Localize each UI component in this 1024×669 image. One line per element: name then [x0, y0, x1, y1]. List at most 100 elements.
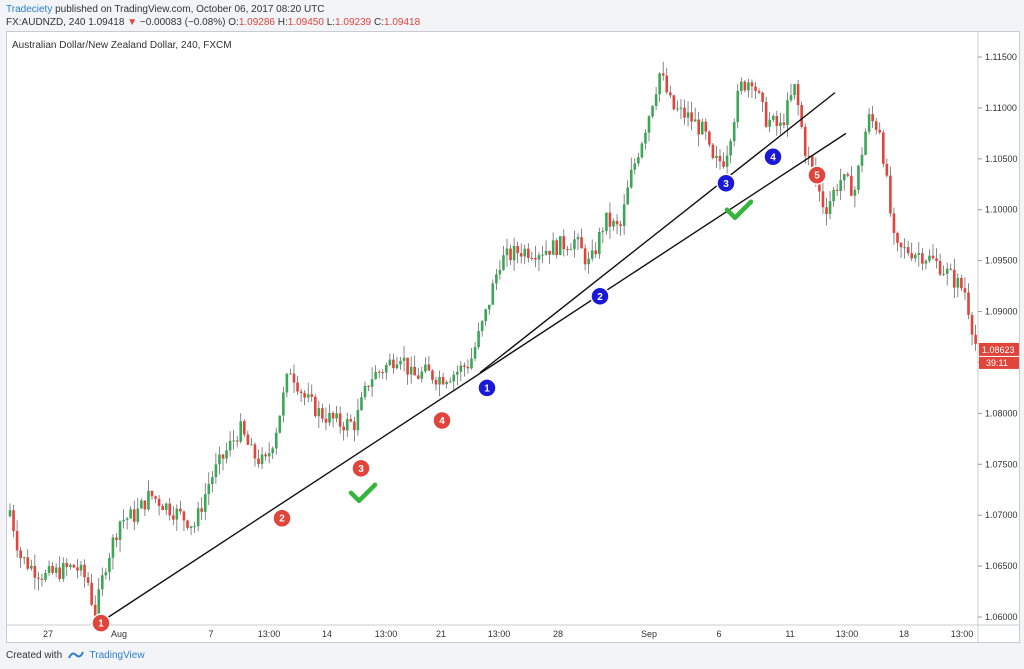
candle-body [420, 371, 424, 379]
close-value: 1.09418 [384, 17, 421, 28]
x-tick-label: 13:00 [488, 629, 511, 639]
candle-body [970, 315, 974, 335]
candle-body [903, 247, 906, 249]
y-tick-label: 1.07500 [985, 459, 1018, 469]
candle-body [590, 250, 594, 259]
candle-body [108, 557, 111, 573]
x-tick-label: 13:00 [375, 629, 398, 639]
candle-body [949, 268, 953, 270]
marker-red-4 [432, 410, 452, 431]
close-label: C: [374, 17, 384, 28]
chart-frame[interactable] [6, 31, 1020, 643]
candle-body [448, 381, 452, 383]
candle-body [228, 440, 232, 451]
candle-body [754, 86, 757, 91]
change-value: −0.00083 (−0.08%) [139, 17, 226, 28]
footer: Created with TradingView [6, 650, 145, 661]
candle-body [441, 376, 445, 385]
candle-body [519, 253, 523, 257]
candle-body [104, 572, 108, 576]
candle-body [367, 385, 370, 387]
candle-body [789, 95, 793, 101]
candle-body [974, 334, 977, 344]
candle-body [65, 563, 69, 567]
candle-body [232, 440, 235, 442]
candle-body [264, 454, 267, 457]
tradingview-link[interactable]: TradingView [89, 650, 145, 661]
candle-body [811, 156, 814, 168]
candle-body [917, 253, 921, 255]
candle-body [548, 250, 551, 255]
candle-body [54, 567, 58, 573]
candle-body [882, 132, 885, 164]
candle-body [416, 375, 420, 379]
candle-body [480, 321, 484, 332]
candle-body [928, 255, 931, 261]
candle-body [516, 246, 519, 254]
y-tick-label: 1.09500 [985, 256, 1018, 266]
candle-body [899, 242, 903, 248]
publisher-link[interactable]: Tradeciety [6, 4, 53, 15]
marker-blue-2 [590, 286, 610, 307]
candle-body [640, 143, 644, 158]
candle-body [243, 421, 246, 435]
candle-body [661, 73, 665, 76]
candle-body [406, 357, 409, 375]
candle-body [796, 84, 800, 106]
tradingview-logo-icon [68, 651, 84, 659]
candle-body [768, 119, 771, 127]
candle-body [857, 165, 860, 190]
candle-body [377, 371, 381, 373]
candle-body [76, 567, 79, 571]
candle-body [622, 204, 626, 226]
candle-body [637, 157, 640, 164]
candle-body [274, 432, 278, 449]
candle-body [257, 458, 260, 465]
marker-red-3 [351, 458, 371, 479]
candle-body [669, 92, 672, 96]
marker-label: 1 [484, 383, 490, 394]
candle-body [633, 163, 637, 170]
candle-body [47, 565, 51, 573]
candle-body [466, 366, 470, 369]
candle-body [338, 413, 342, 427]
marker-red-1 [91, 613, 111, 633]
x-tick-label: 6 [716, 629, 721, 639]
candle-body [97, 589, 101, 621]
chart-header: Tradeciety published on TradingView.com,… [0, 0, 1024, 30]
x-tick-label: Sep [641, 629, 657, 639]
candle-body [960, 277, 963, 289]
candle-body [658, 73, 661, 95]
high-value: 1.09450 [287, 17, 324, 28]
candle-body [175, 508, 179, 520]
marker-label: 3 [358, 464, 364, 475]
candle-body [37, 577, 40, 579]
candle-body [708, 131, 711, 145]
candle-body [12, 510, 15, 532]
candle-body [686, 112, 690, 118]
candle-body [203, 494, 207, 512]
candle-body [615, 220, 619, 225]
candle-body [740, 81, 743, 91]
marker-red-5 [807, 165, 827, 185]
x-tick-label: 13:00 [836, 629, 859, 639]
candle-body [246, 434, 250, 445]
candle-body [459, 365, 463, 372]
candle-body [860, 154, 864, 166]
candle-body [942, 273, 945, 275]
low-value: 1.09239 [335, 17, 372, 28]
candle-body [395, 364, 399, 369]
candle-body [335, 413, 338, 419]
publish-info: Tradeciety published on TradingView.com,… [6, 4, 325, 15]
candle-body [654, 94, 658, 107]
candle-body [771, 115, 775, 120]
candle-body [267, 453, 271, 457]
created-with-label: Created with [6, 650, 63, 661]
candle-body [757, 90, 761, 93]
candle-body [168, 503, 172, 516]
candle-body [424, 364, 427, 372]
x-tick-label: 27 [43, 629, 53, 639]
candle-body [729, 141, 732, 156]
candle-body [363, 385, 367, 398]
